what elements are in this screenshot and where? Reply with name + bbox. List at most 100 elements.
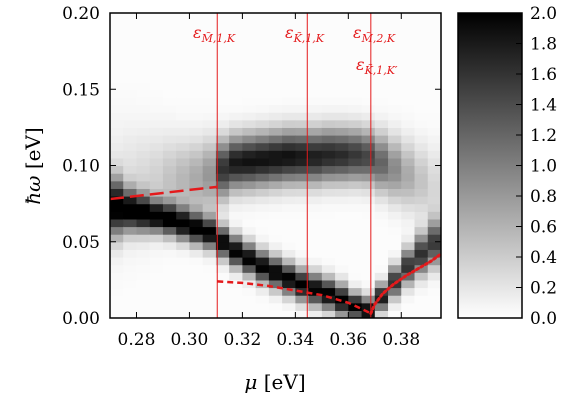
heatmap-cell	[189, 196, 204, 205]
heatmap-cell	[229, 89, 243, 98]
heatmap-cell	[335, 234, 349, 243]
heatmap-cell	[308, 272, 323, 281]
heatmap-cell	[295, 104, 310, 113]
heatmap-cell	[149, 89, 164, 98]
heatmap-cell	[308, 257, 323, 266]
heatmap-cell	[215, 180, 230, 189]
heatmap-cell	[242, 218, 257, 228]
heatmap-cell	[401, 302, 416, 311]
heatmap-cell	[348, 249, 363, 258]
heatmap-cell	[348, 203, 363, 212]
heatmap-cell	[321, 74, 336, 83]
heatmap-cell	[268, 196, 283, 205]
heatmap-cell	[229, 58, 243, 67]
heatmap-cell	[282, 295, 296, 304]
heatmap-cell	[110, 226, 124, 235]
heatmap-cell	[374, 89, 389, 98]
heatmap-cell	[268, 89, 283, 98]
heatmap-cell	[255, 142, 270, 151]
heatmap-cell	[401, 257, 416, 266]
heatmap-cell	[110, 264, 124, 273]
heatmap-cell	[348, 66, 363, 75]
heatmap-cell	[242, 51, 257, 60]
heatmap-cell	[335, 302, 349, 311]
heatmap-cell	[229, 211, 243, 220]
heatmap-cell	[321, 211, 336, 220]
heatmap-cell	[268, 150, 283, 159]
heatmap-cell	[176, 13, 191, 22]
heatmap-cell	[136, 234, 151, 243]
heatmap-cell	[189, 66, 204, 75]
heatmap-cell	[414, 264, 429, 273]
heatmap-cell	[229, 302, 243, 311]
heatmap-cell	[202, 302, 217, 311]
heatmap-cell	[361, 302, 376, 311]
heatmap-cell	[335, 188, 349, 197]
heatmap-cell	[414, 43, 429, 52]
heatmap-cell	[401, 218, 416, 228]
heatmap-cell	[388, 241, 402, 250]
heatmap-cell	[374, 119, 389, 128]
heatmap-cell	[136, 43, 151, 52]
heatmap-cell	[268, 13, 283, 22]
heatmap-cell	[202, 272, 217, 281]
heatmap-cell	[427, 234, 441, 243]
heatmap-cell	[255, 89, 270, 98]
heatmap-cell	[149, 74, 164, 83]
heatmap-cell	[110, 35, 124, 45]
heatmap-cell	[268, 20, 283, 29]
heatmap-cell	[268, 157, 283, 167]
heatmap-cell	[149, 112, 164, 121]
heatmap-cell	[268, 119, 283, 128]
heatmap-cell	[189, 135, 204, 144]
heatmap-cell	[268, 249, 283, 258]
heatmap-cell	[335, 66, 349, 75]
heatmap-cell	[348, 234, 363, 243]
heatmap-cell	[123, 142, 138, 151]
heatmap-cell	[401, 112, 416, 121]
heatmap-cell	[162, 249, 177, 258]
heatmap-cell	[136, 58, 151, 67]
heatmap-cell	[374, 272, 389, 281]
heatmap-cell	[388, 295, 402, 304]
heatmap-cell	[176, 51, 191, 60]
heatmap-cell	[268, 51, 283, 60]
heatmap-cell	[202, 104, 217, 113]
heatmap-cell	[295, 226, 310, 235]
heatmap-cell	[321, 142, 336, 151]
heatmap-cell	[388, 218, 402, 228]
heatmap-cell	[388, 272, 402, 281]
heatmap-cell	[401, 89, 416, 98]
heatmap-cell	[268, 234, 283, 243]
heatmap-cell	[282, 142, 296, 151]
heatmap-cell	[427, 142, 441, 151]
heatmap-cells	[110, 13, 441, 318]
heatmap-cell	[215, 218, 230, 228]
heatmap-cell	[427, 295, 441, 304]
heatmap-cell	[255, 173, 270, 182]
heatmap-cell	[308, 173, 323, 182]
heatmap-cell	[401, 310, 416, 318]
heatmap-cell	[176, 203, 191, 212]
heatmap-cell	[374, 295, 389, 304]
heatmap-cell	[149, 13, 164, 22]
heatmap-cell	[321, 135, 336, 144]
heatmap-cell	[348, 218, 363, 228]
y-tick-label: 0.15	[62, 80, 100, 100]
colorbar-tick-label: 0.6	[530, 218, 557, 238]
heatmap-cell	[388, 35, 402, 45]
heatmap-cell	[361, 279, 376, 289]
heatmap-cell	[427, 173, 441, 182]
heatmap-cell	[401, 180, 416, 189]
heatmap-cell	[414, 127, 429, 136]
heatmap-cell	[242, 295, 257, 304]
heatmap-cell	[176, 150, 191, 159]
heatmap-cell	[229, 218, 243, 228]
heatmap-cell	[149, 135, 164, 144]
heatmap-cell	[374, 96, 389, 106]
heatmap-cell	[176, 96, 191, 106]
heatmap-cell	[295, 241, 310, 250]
heatmap-cell	[401, 51, 416, 60]
heatmap-cell	[401, 135, 416, 144]
heatmap-cell	[176, 257, 191, 266]
